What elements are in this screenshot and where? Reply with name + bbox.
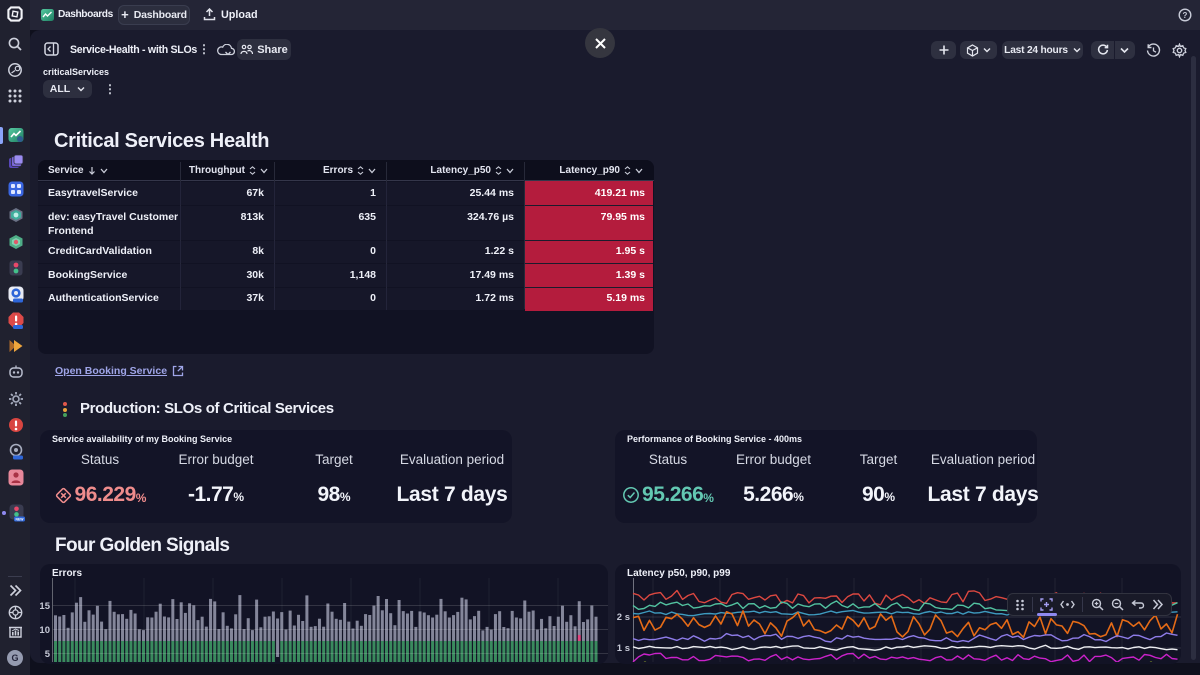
svg-text:1 s: 1 s <box>617 643 630 654</box>
svg-text:15: 15 <box>40 601 51 612</box>
svg-text:2 s: 2 s <box>617 612 630 623</box>
svg-text:NEW: NEW <box>16 517 25 521</box>
svg-text:?: ? <box>1183 11 1188 20</box>
svg-text:5: 5 <box>45 649 51 660</box>
svg-text:10: 10 <box>40 625 50 636</box>
